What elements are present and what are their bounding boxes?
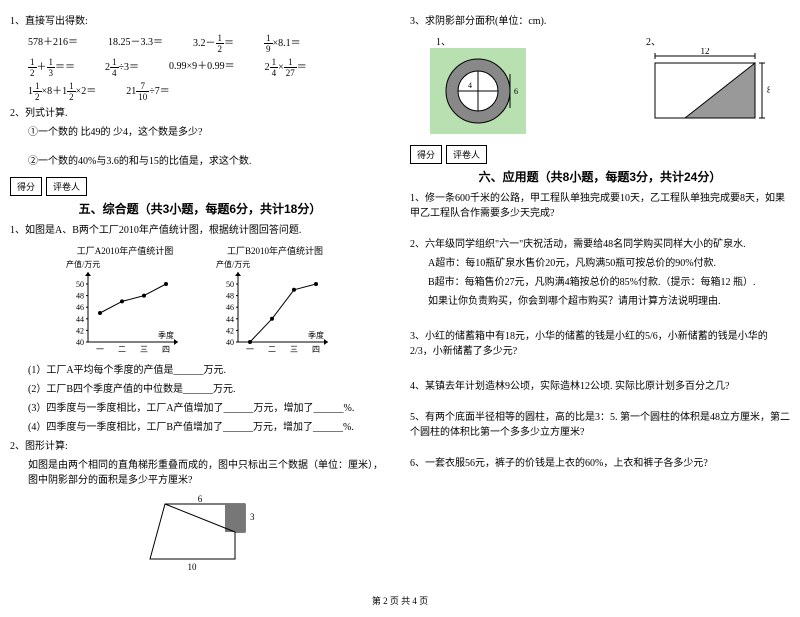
- score-row: 得分 评卷人: [410, 145, 790, 164]
- eq: 112×8＋112×2＝: [28, 81, 96, 102]
- svg-text:44: 44: [226, 315, 234, 324]
- svg-text:二: 二: [268, 345, 276, 354]
- rect-w: 12: [701, 48, 710, 56]
- c1-sub4: (4）四季度与一季度相比，工厂B产值增加了______万元，增加了______%…: [10, 420, 390, 435]
- eq: 3.2－12＝: [193, 33, 234, 54]
- svg-text:季度: 季度: [308, 330, 324, 340]
- chart-b-svg: 50 48 46 44 42 40 一 二 三 四 产值/万元季度: [210, 257, 340, 357]
- eq: 21710÷7＝: [126, 81, 170, 102]
- circle-svg: 4 6: [438, 56, 518, 126]
- right-column: 3、求阴影部分面积(单位：cm). 1、 4 6 2、: [410, 10, 790, 580]
- svg-text:46: 46: [226, 303, 234, 312]
- circle-figure: 4 6: [430, 48, 526, 134]
- svg-text:三: 三: [290, 345, 298, 354]
- a4: 4、某镇去年计划造林9公顷，实际造林12公顷. 实际比原计划多百分之几?: [410, 379, 790, 394]
- score-label: 得分: [10, 177, 42, 196]
- svg-text:42: 42: [226, 326, 234, 335]
- q2-sub2: ②一个数的40%与3.6的和与15的比值是，求这个数.: [10, 154, 390, 169]
- chart-a-svg: 50 48 46 44 42 40 一 二 三 四 产值/万元季度: [60, 257, 190, 357]
- c1-sub2: (2）工厂B四个季度产值的中位数是______万元.: [10, 382, 390, 397]
- eq: 12＋13＝＝: [28, 57, 75, 78]
- eq: 18.25－3.3＝: [108, 33, 163, 54]
- figures-row: 1、 4 6 2、 12: [410, 33, 790, 137]
- svg-text:四: 四: [162, 345, 170, 354]
- circle-d: 4: [468, 81, 472, 90]
- svg-text:二: 二: [118, 345, 126, 354]
- svg-text:40: 40: [76, 338, 84, 347]
- figure2: 2、 12 8: [640, 33, 770, 128]
- chart-a-title: 工厂A2010年产值统计图: [60, 244, 190, 257]
- svg-text:50: 50: [76, 280, 84, 289]
- chart-b: 工厂B2010年产值统计图 50 48 46 44 42 40 一 二 三 四 产值/万元季度: [210, 244, 340, 357]
- c1-sub3: (3）四季度与一季度相比，工厂A产值增加了______万元，增加了______%…: [10, 401, 390, 416]
- a5: 5、有两个底面半径相等的圆柱，高的比是3：5. 第一个圆柱的体积是48立方厘米，…: [410, 410, 790, 440]
- svg-text:48: 48: [76, 292, 84, 301]
- a3: 3、小红的储蓄箱中有18元，小华的储蓄的钱是小红的5/6，小新储蓄的钱是小华的2…: [410, 329, 790, 359]
- a2-head: 2、六年级同学组织"六一"庆祝活动，需要给48名同学购买同样大小的矿泉水.: [410, 237, 790, 252]
- c1-label: 1、如图是A、B两个工厂2010年产值统计图，根据统计图回答问题.: [10, 223, 390, 238]
- chart-a: 工厂A2010年产值统计图 50 48 46 44 42 40 一 二 三 四 产值/万元季度: [60, 244, 190, 357]
- section6-title: 六、应用题（共8小题，每题3分，共计24分）: [410, 168, 790, 185]
- left-column: 1、直接写出得数: 578＋216＝ 18.25－3.3＝ 3.2－12＝ 19…: [10, 10, 390, 580]
- q2-label: 2、列式计算.: [10, 106, 390, 121]
- q2-sub1: ①一个数的 比49的 少4，这个数是多少?: [10, 125, 390, 140]
- a2-l1: A超市：每10瓶矿泉水售价20元，凡购满50瓶可按总价的90%付款.: [410, 256, 790, 271]
- svg-text:产值/万元: 产值/万元: [216, 259, 250, 269]
- grader-label: 评卷人: [46, 177, 87, 196]
- svg-text:季度: 季度: [158, 330, 174, 340]
- trapezoid-figure: 6 3 10: [10, 494, 390, 574]
- svg-text:44: 44: [76, 315, 84, 324]
- svg-text:三: 三: [140, 345, 148, 354]
- rect-h: 8: [767, 85, 770, 95]
- a1: 1、修一条600千米的公路，甲工程队单独完成要10天，乙工程队单独完成要8天，如…: [410, 191, 790, 221]
- svg-text:四: 四: [312, 345, 320, 354]
- svg-text:一: 一: [96, 345, 104, 354]
- chart-b-title: 工厂B2010年产值统计图: [210, 244, 340, 257]
- q1-label: 1、直接写出得数:: [10, 14, 390, 29]
- trap-bot: 10: [188, 562, 198, 572]
- trapezoid-svg: 6 3 10: [130, 494, 270, 574]
- svg-text:46: 46: [76, 303, 84, 312]
- q3-label: 3、求阴影部分面积(单位：cm).: [410, 14, 790, 29]
- fig1-label: 1、: [430, 33, 526, 48]
- section5-title: 五、综合题（共3小题，每题6分，共计18分）: [10, 200, 390, 217]
- a6: 6、一套衣服56元，裤子的价钱是上衣的60%，上衣和裤子各多少元?: [410, 456, 790, 471]
- c1-sub1: (1）工厂A平均每个季度的产值是______万元.: [10, 363, 390, 378]
- rect-tri-svg: 12 8: [640, 48, 770, 128]
- svg-text:一: 一: [246, 345, 254, 354]
- score-row: 得分 评卷人: [10, 177, 390, 196]
- eq: 0.99×9＋0.99＝: [169, 57, 235, 78]
- a2-l2: B超市：每箱售价27元，凡购满4箱按总价的85%付款.（提示：每箱12 瓶）.: [410, 275, 790, 290]
- grader-label: 评卷人: [446, 145, 487, 164]
- eq: 19×8.1＝: [264, 33, 301, 54]
- figure1: 1、 4 6: [430, 33, 526, 137]
- eq: 214÷3＝: [105, 57, 139, 78]
- trap-top: 6: [198, 494, 203, 504]
- trap-side: 3: [250, 512, 255, 522]
- a2-l3: 如果让你负责购买，你会到哪个超市购买？请用计算方法说明理由.: [410, 294, 790, 309]
- svg-text:产值/万元: 产值/万元: [66, 259, 100, 269]
- circle-outer: 6: [514, 87, 518, 96]
- eq: 578＋216＝: [28, 33, 78, 54]
- fig2-label: 2、: [640, 33, 770, 48]
- svg-text:40: 40: [226, 338, 234, 347]
- svg-text:50: 50: [226, 280, 234, 289]
- page-footer: 第 2 页 共 4 页: [10, 594, 790, 607]
- svg-text:42: 42: [76, 326, 84, 335]
- score-label: 得分: [410, 145, 442, 164]
- svg-text:48: 48: [226, 292, 234, 301]
- eq: 214×127＝: [265, 57, 307, 78]
- c2-label: 2、图形计算:: [10, 439, 390, 454]
- c2-text: 如图是由两个相同的直角梯形重叠而成的，图中只标出三个数据（单位：厘米），图中阴影…: [10, 458, 390, 488]
- charts-container: 工厂A2010年产值统计图 50 48 46 44 42 40 一 二 三 四 产值/万元季度 工厂…: [10, 244, 390, 357]
